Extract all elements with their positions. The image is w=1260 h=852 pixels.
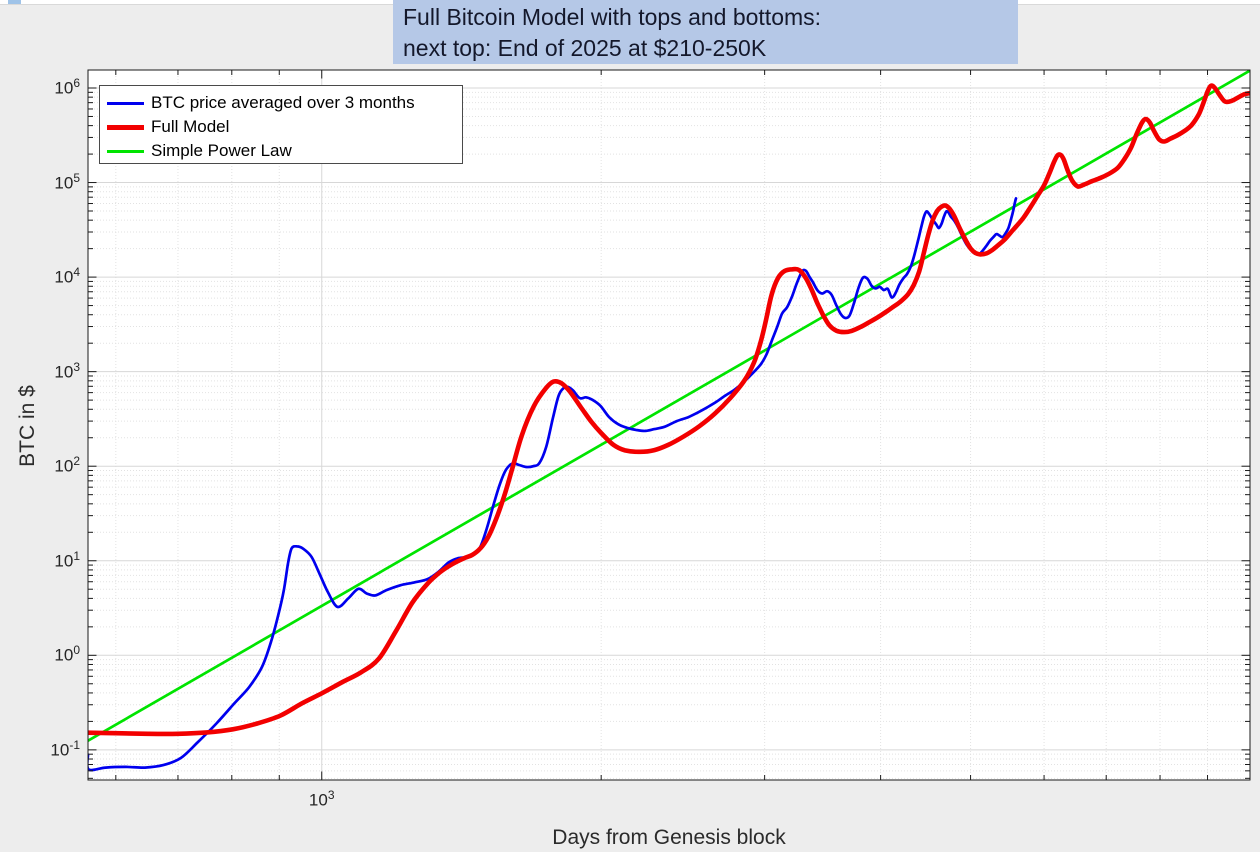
y-tick-label-10e3: 103	[54, 359, 80, 382]
legend-item-label: Full Model	[151, 117, 230, 136]
y-tick-label-10e6: 106	[54, 75, 80, 98]
legend-item-0: BTC price averaged over 3 months	[100, 91, 462, 115]
annotation-line-1: Full Bitcoin Model with tops and bottoms…	[403, 4, 822, 30]
minor-gridlines	[88, 70, 1250, 780]
y-tick-label-10e4: 104	[54, 265, 80, 287]
legend-item-1: Full Model	[100, 115, 462, 139]
legend-line-sample	[107, 149, 144, 153]
tick-marks	[88, 70, 1250, 780]
series-1-line	[88, 83, 1250, 737]
legend: BTC price averaged over 3 months Full Mod…	[99, 85, 463, 164]
y-axis-label: BTC in $	[16, 385, 39, 467]
axes-box	[87, 69, 1251, 781]
legend-item-label: BTC price averaged over 3 months	[151, 93, 415, 112]
legend-line-sample	[107, 124, 144, 130]
series-lines	[88, 70, 1250, 772]
y-tick-label-10e2: 102	[54, 454, 80, 476]
x-tick-label-10e3: 103	[308, 788, 335, 810]
x-axis-label: Days from Genesis block	[552, 826, 786, 849]
legend-line-sample	[107, 101, 144, 105]
legend-item-label: Simple Power Law	[151, 141, 292, 160]
annotation-line-2: next top: End of 2025 at $210-250K	[403, 35, 767, 61]
y-tick-label-10e-1: 10-1	[50, 737, 80, 760]
series-2-line	[88, 70, 1250, 743]
y-tick-label-10e5: 105	[54, 170, 80, 193]
legend-item-2: Simple Power Law	[100, 139, 462, 163]
y-tick-label-10e1: 101	[54, 548, 80, 571]
window-icon	[8, 0, 21, 4]
y-tick-label-10e0: 100	[54, 643, 80, 665]
annotation-title-box: Full Bitcoin Model with tops and bottoms…	[393, 0, 1018, 64]
legend-rows: BTC price averaged over 3 months Full Mod…	[100, 91, 462, 163]
